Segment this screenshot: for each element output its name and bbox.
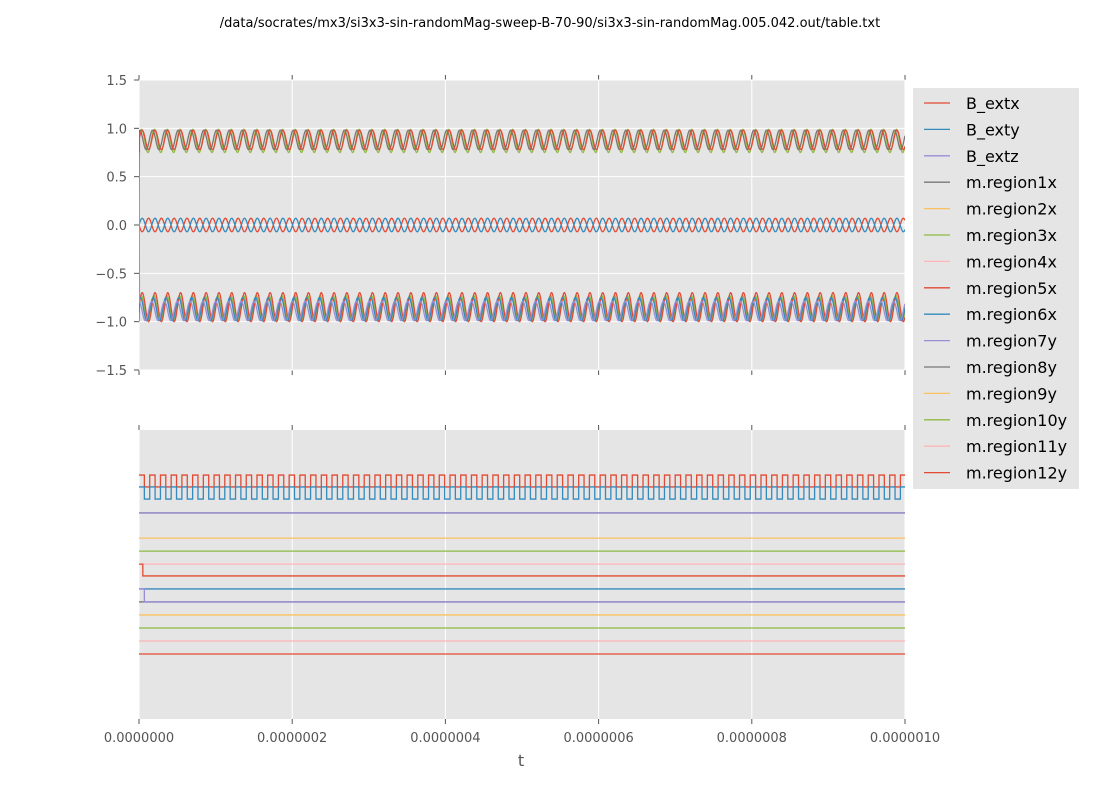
x-tick-label: 0.0000004 — [410, 731, 480, 746]
chart-title: /data/socrates/mx3/si3x3-sin-randomMag-s… — [220, 16, 880, 31]
series-line-m-region11y — [139, 291, 905, 323]
legend-item: B_extz — [924, 147, 1019, 167]
legend-item: m.region1x — [924, 173, 1057, 192]
legend-item: m.region8y — [924, 358, 1057, 377]
legend-label: m.region3x — [966, 226, 1057, 245]
legend-item: B_exty — [924, 120, 1020, 140]
series-line-m-region7y — [139, 152, 905, 322]
legend-label: m.region9y — [966, 384, 1057, 403]
legend-label: m.region2x — [966, 200, 1057, 219]
legend-item: m.region12y — [924, 464, 1067, 483]
x-tick-label: 0.0000010 — [870, 731, 940, 746]
legend-item: m.region7y — [924, 332, 1057, 351]
series-line-B-exty — [139, 486, 905, 500]
series-line-m-region5x — [139, 563, 905, 577]
panel-top: −1.5 −1.0 −0.5 0.0 0.5 1.0 1.5 — [95, 74, 906, 379]
legend-item: m.region2x — [924, 200, 1057, 219]
x-tick-label: 0.0000006 — [563, 731, 633, 746]
legend-label: m.region8y — [966, 358, 1057, 377]
legend-label: m.region4x — [966, 252, 1057, 271]
legend-item: B_extx — [924, 94, 1020, 114]
legend-label: B_extz — [966, 147, 1019, 167]
legend: B_extx B_exty B_extz m.region1x m.region2x m.… — [913, 88, 1079, 489]
series-line-m-region5x — [139, 129, 905, 226]
legend-label: m.region10y — [966, 411, 1067, 430]
legend-item: m.region6x — [924, 305, 1057, 324]
legend-item: m.region9y — [924, 384, 1057, 403]
y-tick-label: −1.5 — [95, 364, 127, 379]
legend-label: m.region5x — [966, 279, 1057, 298]
legend-box — [913, 88, 1079, 489]
x-tick-label: 0.0000000 — [104, 731, 174, 746]
y-tick-label: −0.5 — [95, 267, 127, 282]
y-tick-label: −1.0 — [95, 316, 127, 331]
legend-label: B_exty — [966, 120, 1020, 140]
legend-label: m.region12y — [966, 464, 1067, 483]
panel-bottom: 0.0000000 0.0000002 0.0000004 0.0000006 0.00… — [104, 425, 940, 746]
legend-label: m.region11y — [966, 437, 1067, 456]
y-tick-label: 1.5 — [106, 74, 127, 89]
y-tick-label: 0.5 — [106, 171, 127, 186]
x-tick-label: 0.0000002 — [257, 731, 327, 746]
legend-item: m.region5x — [924, 279, 1057, 298]
legend-label: m.region6x — [966, 305, 1057, 324]
x-axis-label: t — [518, 751, 524, 770]
legend-label: B_extx — [966, 94, 1020, 114]
legend-item: m.region11y — [924, 437, 1067, 456]
legend-label: m.region1x — [966, 173, 1057, 192]
series-line-m-region6x — [139, 217, 905, 233]
legend-item: m.region4x — [924, 252, 1057, 271]
legend-label: m.region7y — [966, 332, 1057, 351]
x-tick-label: 0.0000008 — [717, 731, 787, 746]
series-line-B-extx — [139, 474, 905, 488]
y-tick-label: 0.0 — [106, 219, 127, 234]
plot-background — [139, 430, 905, 719]
legend-item: m.region10y — [924, 411, 1067, 430]
legend-item: m.region3x — [924, 226, 1057, 245]
y-tick-label: 1.0 — [106, 122, 127, 137]
series-line-m-region7y — [139, 588, 905, 603]
series-line-m-region1x — [139, 129, 905, 151]
